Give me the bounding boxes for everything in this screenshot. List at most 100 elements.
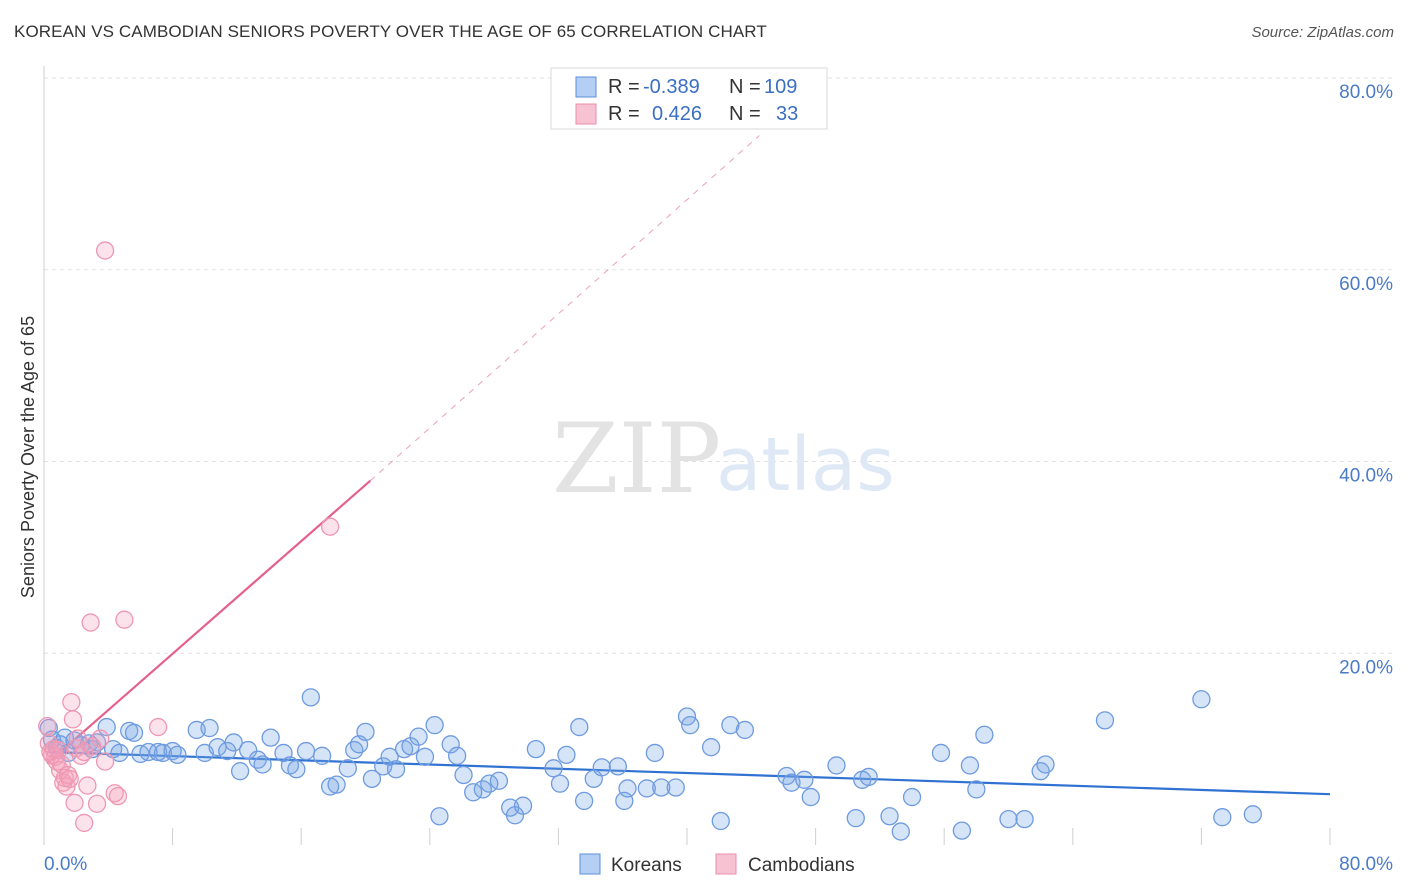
point-koreans-42 (345, 740, 364, 760)
point-koreans-55 (441, 735, 460, 754)
point-cambodians-25 (87, 794, 107, 813)
legend-n-label-cambodians: N = (729, 103, 761, 125)
series-legend-swatch-koreans (579, 853, 601, 875)
point-cambodians-16 (63, 710, 83, 729)
legend-box (550, 67, 828, 130)
point-koreans-32 (261, 728, 280, 747)
axes-layer: 80.0% 60.0% 40.0% 20.0% 0.0% 80.0% (43, 66, 1393, 875)
point-cambodians-31 (148, 717, 168, 737)
point-koreans-39 (320, 777, 340, 796)
point-koreans-57 (454, 765, 473, 785)
point-koreans-96 (902, 787, 922, 807)
point-cambodians-28 (105, 784, 124, 803)
point-cambodians-30 (115, 610, 134, 629)
point-koreans-73 (608, 757, 628, 776)
point-koreans-44 (356, 722, 375, 742)
point-koreans-94 (880, 807, 899, 826)
point-koreans-76 (637, 779, 656, 798)
grid-layer (44, 77, 1394, 654)
point-cambodians-9 (52, 755, 71, 774)
point-koreans-100 (967, 780, 986, 799)
point-koreans-27 (224, 733, 243, 752)
point-koreans-90 (827, 756, 846, 775)
point-koreans-28 (230, 762, 250, 781)
legend-r-label-cambodians: R = (608, 103, 640, 125)
point-koreans-82 (701, 738, 721, 757)
legend-swatch-koreans (575, 76, 597, 98)
point-koreans-75 (618, 779, 637, 798)
point-koreans-37 (301, 688, 320, 707)
point-cambodians-33 (95, 241, 115, 260)
trend-extension-cambodians (369, 135, 760, 482)
point-koreans-56 (447, 746, 467, 765)
trend-line-koreans (48, 750, 1331, 796)
series-legend-label-cambodians: Cambodians (748, 855, 855, 876)
point-koreans-77 (645, 743, 664, 763)
point-koreans-41 (338, 759, 357, 778)
point-koreans-38 (312, 746, 332, 765)
y-tick-label-0: 80.0% (1339, 82, 1393, 103)
point-cambodians-29 (108, 786, 128, 806)
point-koreans-36 (296, 741, 316, 761)
point-cambodians-15 (62, 692, 81, 712)
point-koreans-98 (952, 821, 972, 840)
legend-r-label-koreans: R = (608, 76, 640, 98)
point-koreans-69 (570, 717, 589, 737)
point-koreans-11 (97, 717, 116, 737)
point-koreans-17 (139, 742, 158, 762)
point-koreans-64 (513, 796, 533, 815)
point-koreans-102 (999, 809, 1018, 829)
point-cambodians-7 (49, 740, 68, 760)
point-koreans-72 (592, 758, 611, 777)
trend-layer (46, 135, 1331, 796)
point-koreans-97 (931, 743, 951, 763)
point-cambodians-34 (75, 813, 94, 833)
point-koreans-24 (200, 718, 219, 738)
point-koreans-29 (239, 740, 258, 760)
point-koreans-13 (110, 743, 129, 763)
point-koreans-107 (1192, 690, 1211, 709)
point-koreans-21 (168, 745, 187, 765)
y-tick-label-3: 20.0% (1339, 657, 1393, 678)
point-cambodians-27 (95, 752, 115, 771)
watermark: ZIP atlas (552, 403, 895, 515)
point-cambodians-22 (78, 776, 97, 795)
point-koreans-85 (735, 720, 755, 740)
y-axis-label: Seniors Poverty Over the Age of 65 (18, 316, 38, 598)
point-cambodians-17 (65, 793, 84, 812)
point-koreans-89 (801, 787, 820, 807)
point-cambodians-23 (81, 613, 100, 632)
points-layer (38, 241, 1262, 841)
legend-r-value-koreans: -0.389 (643, 76, 700, 98)
point-koreans-52 (415, 747, 435, 766)
point-koreans-53 (425, 716, 444, 735)
point-koreans-84 (721, 716, 740, 735)
point-koreans-95 (891, 822, 910, 841)
point-koreans-106 (1095, 711, 1115, 730)
point-koreans-31 (253, 755, 272, 774)
point-koreans-91 (846, 809, 865, 828)
point-koreans-101 (975, 725, 994, 744)
x-tick-label-max: 80.0% (1339, 854, 1393, 875)
point-koreans-78 (652, 778, 671, 797)
point-cambodians-0 (38, 716, 57, 736)
y-tick-label-1: 60.0% (1339, 274, 1393, 295)
legend-n-label-koreans: N = (729, 76, 761, 98)
legend-n-value-koreans: 109 (764, 76, 797, 98)
point-koreans-45 (362, 769, 382, 788)
point-koreans-105 (1036, 755, 1055, 774)
point-koreans-70 (574, 791, 594, 811)
legend-swatch-cambodians (575, 103, 597, 125)
point-koreans-66 (544, 759, 563, 778)
point-koreans-88 (795, 770, 814, 789)
point-koreans-15 (124, 723, 144, 742)
point-koreans-35 (287, 760, 306, 779)
point-koreans-51 (409, 727, 428, 746)
point-koreans-40 (327, 775, 346, 794)
point-koreans-103 (1015, 809, 1034, 829)
chart-title: KOREAN VS CAMBODIAN SENIORS POVERTY OVER… (14, 22, 767, 41)
watermark-atlas: atlas (716, 422, 895, 508)
watermark-zip: ZIP (552, 403, 721, 515)
point-koreans-81 (681, 716, 700, 735)
